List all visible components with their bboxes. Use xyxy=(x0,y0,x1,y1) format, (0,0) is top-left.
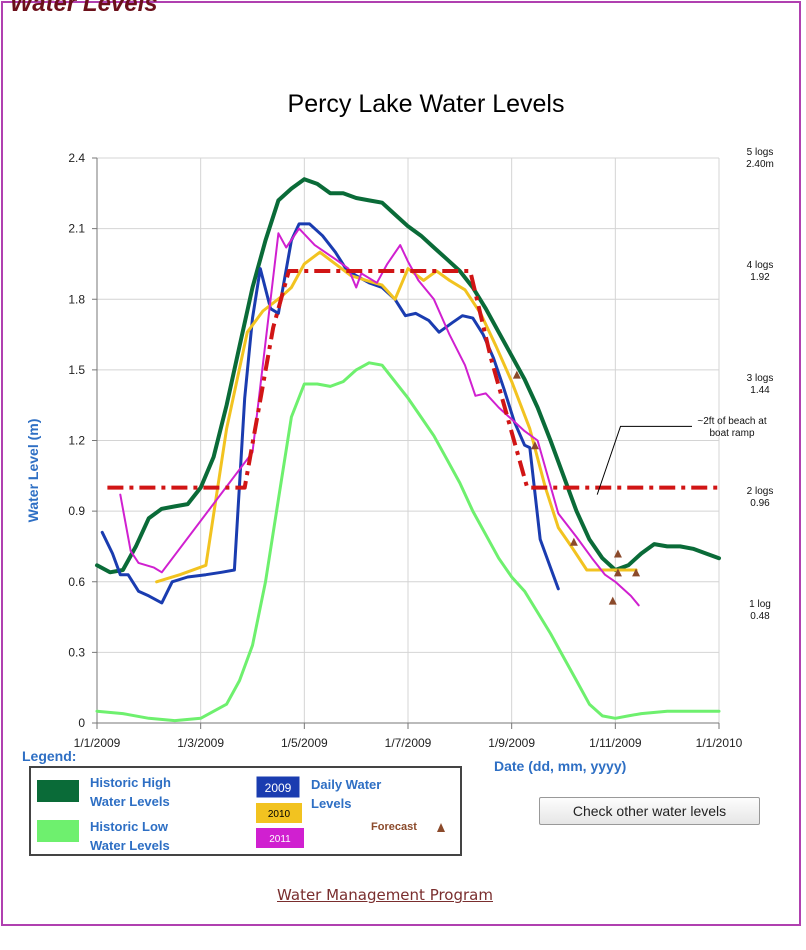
x-tick-label-5: 1/11/2009 xyxy=(589,736,642,750)
forecast-point-0 xyxy=(512,370,521,379)
series-y2011 xyxy=(119,227,640,607)
x-axis-title: Date (dd, mm, yyyy) xyxy=(494,758,626,774)
y-tick-label-3: 0.9 xyxy=(68,504,85,518)
right-label-0-line2: 2.40m xyxy=(746,159,774,170)
annotation-text-line1: ~2ft of beach at xyxy=(697,416,766,427)
legend-label-daily-2: Levels xyxy=(311,796,351,811)
legend-label-historic-low-2: Water Levels xyxy=(90,838,170,853)
y-axis-title: Water Level (m) xyxy=(25,419,41,523)
legend-label-historic-high-1: Historic High xyxy=(90,775,171,790)
forecast-point-5 xyxy=(613,568,622,577)
legend-year-2009: 2009 xyxy=(265,781,292,795)
y-tick-label-4: 1.2 xyxy=(68,434,85,448)
x-tick-label-3: 1/7/2009 xyxy=(385,736,432,750)
right-label-4-line2: 0.48 xyxy=(750,611,770,622)
x-tick-label-6: 1/1/2010 xyxy=(696,736,743,750)
x-tick-label-0: 1/1/2009 xyxy=(74,736,121,750)
forecast-point-6 xyxy=(632,568,641,577)
legend-year-2010: 2010 xyxy=(268,809,291,820)
forecast-point-3 xyxy=(608,596,617,605)
right-label-4-line1: 1 log xyxy=(749,599,771,610)
forecast-point-4 xyxy=(613,549,622,558)
forecast-point-2 xyxy=(569,537,578,546)
legend: Historic High Water Levels Historic Low … xyxy=(29,766,462,856)
x-tick-label-4: 1/9/2009 xyxy=(488,736,535,750)
water-management-program-link[interactable]: Water Management Program xyxy=(277,886,493,904)
annotation-text-line2: boat ramp xyxy=(709,428,754,439)
check-other-water-levels-button[interactable]: Check other water levels xyxy=(539,797,760,825)
legend-swatch-2011 xyxy=(256,828,304,848)
legend-swatch-historic-low xyxy=(37,820,79,842)
legend-label-historic-high-2: Water Levels xyxy=(90,794,170,809)
x-tick-label-2: 1/5/2009 xyxy=(281,736,328,750)
legend-label-forecast: Forecast xyxy=(371,821,417,833)
right-label-3-line1: 2 logs xyxy=(747,486,774,497)
right-label-1-line1: 4 logs xyxy=(747,260,774,271)
legend-swatch-2010 xyxy=(256,803,302,823)
right-label-2-line2: 1.44 xyxy=(750,385,770,396)
legend-label-daily-1: Daily Water xyxy=(311,777,381,792)
x-tick-label-1: 1/3/2009 xyxy=(177,736,224,750)
legend-title: Legend: xyxy=(22,748,76,764)
axes: 0 0.3 0.6 0.9 1.2 1.5 1.8 2.1 2.4 1/1/2009 1/3/200… xyxy=(68,151,742,750)
page-heading: Water Levels xyxy=(10,0,158,17)
series-y2011-gap xyxy=(161,451,253,573)
legend-swatch-2009 xyxy=(255,775,301,799)
y-tick-label-2: 0.6 xyxy=(68,575,85,589)
series-y2010 xyxy=(155,250,638,584)
y-tick-label-0: 0 xyxy=(78,716,85,730)
legend-forecast-triangle-icon xyxy=(437,823,445,832)
forecast-markers xyxy=(512,370,641,605)
right-label-3-line2: 0.96 xyxy=(750,498,770,509)
y-tick-label-1: 0.3 xyxy=(68,645,85,659)
series-y2009 xyxy=(100,222,560,605)
series-layer xyxy=(95,177,721,723)
grid xyxy=(96,157,720,724)
series-target xyxy=(107,269,719,490)
legend-year-2011: 2011 xyxy=(269,834,291,845)
legend-label-historic-low-1: Historic Low xyxy=(90,819,169,834)
y-tick-label-5: 1.5 xyxy=(68,363,85,377)
legend-swatch-historic-high xyxy=(37,780,79,802)
page-frame xyxy=(1,1,801,926)
series-historic-low xyxy=(95,361,721,723)
y-tick-label-7: 2.1 xyxy=(68,222,85,236)
right-label-0-line1: 5 logs xyxy=(747,147,774,158)
annotation-leader-line xyxy=(596,425,692,495)
y-tick-label-8: 2.4 xyxy=(68,151,85,165)
legend-box xyxy=(29,766,462,856)
chart-title: Percy Lake Water Levels xyxy=(288,90,565,118)
right-label-2-line1: 3 logs xyxy=(747,373,774,384)
right-label-1-line2: 1.92 xyxy=(750,272,770,283)
y-tick-label-6: 1.8 xyxy=(68,292,85,306)
forecast-point-1 xyxy=(530,441,539,450)
